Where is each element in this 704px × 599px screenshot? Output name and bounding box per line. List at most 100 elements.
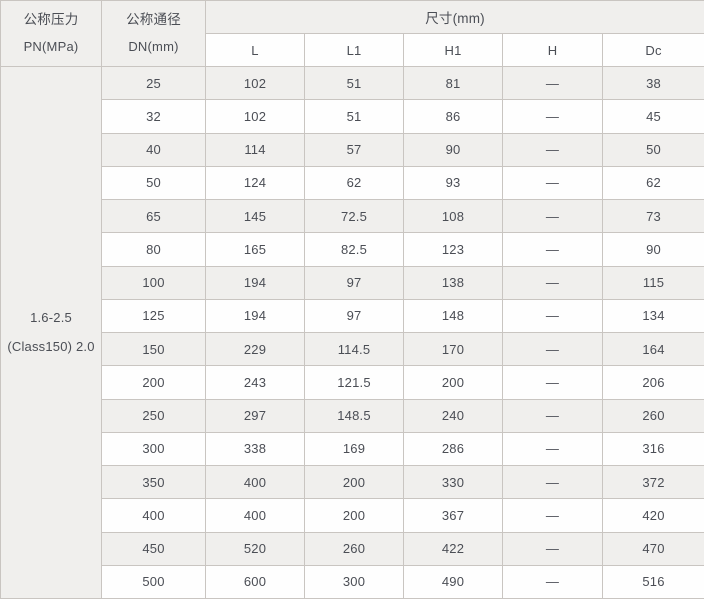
- dim-h-cell: —: [502, 165, 603, 201]
- dim-dc-cell: 516: [601, 564, 704, 599]
- column-header-l1: L1: [304, 33, 404, 67]
- dim-h-cell: —: [502, 265, 603, 300]
- dim-h1-cell: 490: [403, 564, 503, 599]
- dim-dc-cell: 115: [601, 265, 704, 300]
- dim-h1-cell: 81: [403, 65, 503, 101]
- dn-cell: 32: [101, 99, 206, 134]
- dim-l-cell: 102: [205, 65, 305, 101]
- table-row: 450 520 260 422—470: [1, 531, 704, 566]
- dim-dc-cell: 90: [601, 232, 704, 267]
- pressure-class: (Class150) 2.0: [7, 338, 95, 354]
- dim-h-cell: —: [502, 431, 603, 467]
- dn-label-en: DN(mm): [128, 39, 179, 55]
- dim-h-cell: —: [502, 531, 603, 566]
- table-row: 150 229 114.5 170—164: [1, 331, 704, 367]
- dim-l1-cell: 169: [304, 431, 404, 467]
- column-header-pressure: 公称压力 PN(MPa): [0, 0, 102, 67]
- dim-l-cell: 520: [205, 531, 305, 566]
- dim-l-cell: 400: [205, 498, 305, 533]
- dim-h1-cell: 148: [403, 298, 503, 334]
- dim-dc-cell: 260: [601, 398, 704, 433]
- dim-l-cell: 600: [205, 564, 305, 599]
- dim-h1-cell: 86: [403, 99, 503, 134]
- dim-l1-cell: 114.5: [304, 331, 404, 367]
- table-row: 50 124 62 93—62: [1, 165, 704, 201]
- dn-cell: 150: [101, 331, 206, 367]
- dim-l1-cell: 51: [304, 65, 404, 101]
- dim-l-cell: 400: [205, 464, 305, 500]
- table-row: 300 338 169 286—316: [1, 431, 704, 467]
- dim-l1-cell: 72.5: [304, 198, 404, 234]
- dim-l-cell: 194: [205, 265, 305, 300]
- table-row: 500 600 300 490—516: [1, 564, 704, 599]
- table-row: 80 165 82.5 123—90: [1, 232, 704, 267]
- table-row: 65 145 72.5 108—73: [1, 198, 704, 234]
- dim-l-cell: 229: [205, 331, 305, 367]
- table-row: 40 114 57 90—50: [1, 132, 704, 167]
- dim-dc-cell: 62: [601, 165, 704, 201]
- dim-h1-cell: 367: [403, 498, 503, 533]
- dim-h-cell: —: [502, 232, 603, 267]
- dim-l-cell: 194: [205, 298, 305, 334]
- column-header-h1: H1: [403, 33, 503, 67]
- dn-cell: 50: [101, 165, 206, 201]
- dim-dc-cell: 45: [601, 99, 704, 134]
- dn-cell: 350: [101, 464, 206, 500]
- dim-h1-cell: 170: [403, 331, 503, 367]
- dim-dc-cell: 164: [601, 331, 704, 367]
- dim-h1-cell: 422: [403, 531, 503, 566]
- dim-l1-cell: 200: [304, 464, 404, 500]
- dn-cell: 250: [101, 398, 206, 433]
- dim-h-cell: —: [502, 464, 603, 500]
- dim-h1-cell: 90: [403, 132, 503, 167]
- table-row: 350 400 200 330—372: [1, 464, 704, 500]
- dim-l1-cell: 57: [304, 132, 404, 167]
- dn-label-cn: 公称通径: [126, 11, 181, 27]
- header-row-2: L L1 H1 H Dc: [1, 33, 704, 67]
- dim-l-cell: 145: [205, 198, 305, 234]
- table-row: 100 194 97 138—115: [1, 265, 704, 300]
- table-row: 250 297 148.5 240—260: [1, 398, 704, 433]
- dim-h-cell: —: [502, 298, 603, 334]
- dim-h1-cell: 138: [403, 265, 503, 300]
- dim-l1-cell: 97: [304, 265, 404, 300]
- table-row: 400 400 200 367—420: [1, 498, 704, 533]
- dim-l1-cell: 300: [304, 564, 404, 599]
- column-header-h: H: [502, 33, 603, 67]
- pressure-range: 1.6-2.5: [30, 309, 72, 325]
- dim-h-cell: —: [502, 65, 603, 101]
- dim-l1-cell: 121.5: [304, 365, 404, 400]
- table-row: 1.6-2.5 (Class150) 2.0 25 102 51 81—38: [0, 65, 704, 599]
- pressure-label-cn: 公称压力: [23, 11, 79, 27]
- pressure-class-cell: 1.6-2.5 (Class150) 2.0: [0, 66, 102, 599]
- header-row-1: 公称压力 PN(MPa) 公称通径 DN(mm) 尺寸(mm): [0, 0, 704, 67]
- dn-cell: 65: [101, 198, 206, 234]
- dim-h-cell: —: [502, 99, 603, 134]
- dim-l-cell: 114: [205, 132, 305, 167]
- dim-dc-cell: 134: [601, 298, 704, 334]
- dim-l-cell: 297: [205, 398, 305, 433]
- dim-dc-cell: 50: [601, 132, 704, 167]
- dim-h-cell: —: [502, 365, 603, 400]
- column-header-dn: 公称通径 DN(mm): [101, 0, 206, 67]
- dim-dc-cell: 372: [601, 464, 704, 500]
- dim-h-cell: —: [502, 564, 603, 599]
- dim-l1-cell: 260: [304, 531, 404, 566]
- dim-l1-cell: 82.5: [304, 232, 404, 267]
- dn-cell: 125: [101, 298, 206, 334]
- dim-h-cell: —: [502, 132, 603, 167]
- column-header-dc: Dc: [601, 33, 704, 67]
- dim-l1-cell: 200: [304, 498, 404, 533]
- dn-cell: 450: [101, 531, 206, 566]
- dn-cell: 40: [101, 132, 206, 167]
- dim-dc-cell: 38: [601, 65, 704, 101]
- dim-h-cell: —: [502, 331, 603, 367]
- dim-l-cell: 124: [205, 165, 305, 201]
- column-group-size: 尺寸(mm): [204, 0, 704, 34]
- dn-cell: 100: [101, 265, 206, 300]
- dn-cell: 25: [101, 65, 206, 101]
- dim-dc-cell: 206: [601, 365, 704, 400]
- table-row: 200 243 121.5 200—206: [1, 365, 704, 400]
